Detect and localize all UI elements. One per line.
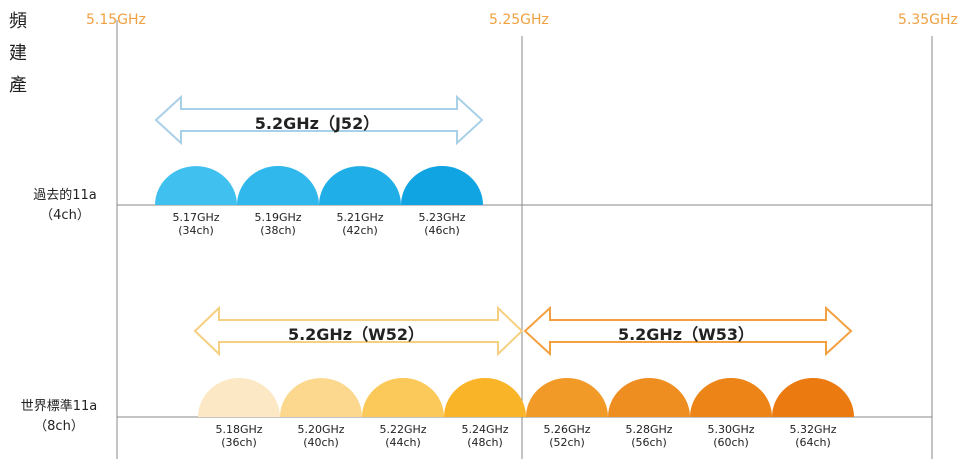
channel-freq: 5.23GHz <box>418 211 466 224</box>
channel-freq: 5.24GHz <box>461 423 509 436</box>
channel-number: (40ch) <box>303 436 339 449</box>
channel-label: 5.28GHz (56ch) <box>614 423 684 449</box>
channel-freq: 5.20GHz <box>297 423 345 436</box>
channel-freq: 5.30GHz <box>707 423 755 436</box>
row-label-new-line1: 世界標準11a <box>20 399 98 414</box>
channel-dome <box>526 378 608 417</box>
row-label-old: 過去的11a （4ch） <box>20 186 110 226</box>
channel-number: (44ch) <box>385 436 421 449</box>
w52-arrow <box>193 305 524 357</box>
channel-freq: 5.21GHz <box>336 211 384 224</box>
channel-freq: 5.19GHz <box>254 211 302 224</box>
channel-label: 5.23GHz (46ch) <box>407 211 477 237</box>
channel-dome <box>772 378 854 417</box>
side-label-char: 頻 <box>9 11 27 32</box>
row-label-new-line2: （8ch） <box>34 419 84 434</box>
band-label-w53: 5.2GHz（W53） <box>617 325 755 344</box>
channel-dome <box>362 378 444 417</box>
channel-label: 5.17GHz (34ch) <box>161 211 231 237</box>
channel-dome <box>319 166 401 205</box>
row-label-old-line2: （4ch） <box>40 208 90 223</box>
channel-freq: 5.22GHz <box>379 423 427 436</box>
channel-number: (38ch) <box>260 224 296 237</box>
channel-freq: 5.26GHz <box>543 423 591 436</box>
channel-label: 5.22GHz (44ch) <box>368 423 438 449</box>
side-label: 頻 建 產 <box>6 6 30 102</box>
row-label-new: 世界標準11a （8ch） <box>4 397 114 437</box>
channel-label: 5.20GHz (40ch) <box>286 423 356 449</box>
channel-dome <box>401 166 483 205</box>
channel-number: (64ch) <box>795 436 831 449</box>
side-label-char: 產 <box>9 75 27 96</box>
row-label-old-line1: 過去的11a <box>33 188 97 203</box>
channel-label: 5.24GHz (48ch) <box>450 423 520 449</box>
channel-dome <box>690 378 772 417</box>
channel-label: 5.19GHz (38ch) <box>243 211 313 237</box>
channel-number: (56ch) <box>631 436 667 449</box>
channel-number: (48ch) <box>467 436 503 449</box>
channel-label: 5.18GHz (36ch) <box>204 423 274 449</box>
channel-dome <box>198 378 280 417</box>
channel-dome <box>237 166 319 205</box>
channel-dome <box>155 166 237 205</box>
channel-number: (52ch) <box>549 436 585 449</box>
channel-label: 5.21GHz (42ch) <box>325 211 395 237</box>
channel-dome <box>280 378 362 417</box>
w53-arrow <box>523 305 853 357</box>
channel-freq: 5.28GHz <box>625 423 673 436</box>
channel-number: (34ch) <box>178 224 214 237</box>
channel-dome <box>608 378 690 417</box>
j52-arrow <box>154 94 484 146</box>
channel-number: (46ch) <box>424 224 460 237</box>
channel-label: 5.30GHz (60ch) <box>696 423 766 449</box>
channel-label: 5.32GHz (64ch) <box>778 423 848 449</box>
side-label-char: 建 <box>9 43 27 64</box>
channel-dome <box>444 378 526 417</box>
channel-number: (36ch) <box>221 436 257 449</box>
channel-label: 5.26GHz (52ch) <box>532 423 602 449</box>
freq-5.35: 5.35GHz <box>898 12 958 28</box>
channel-freq: 5.32GHz <box>789 423 837 436</box>
channel-number: (60ch) <box>713 436 749 449</box>
channel-number: (42ch) <box>342 224 378 237</box>
channel-freq: 5.17GHz <box>172 211 220 224</box>
band-label-j52: 5.2GHz（J52） <box>254 114 380 133</box>
freq-5.25: 5.25GHz <box>489 12 549 28</box>
channel-freq: 5.18GHz <box>215 423 263 436</box>
freq-5.15: 5.15GHz <box>86 12 146 28</box>
band-label-w52: 5.2GHz（W52） <box>287 325 425 344</box>
